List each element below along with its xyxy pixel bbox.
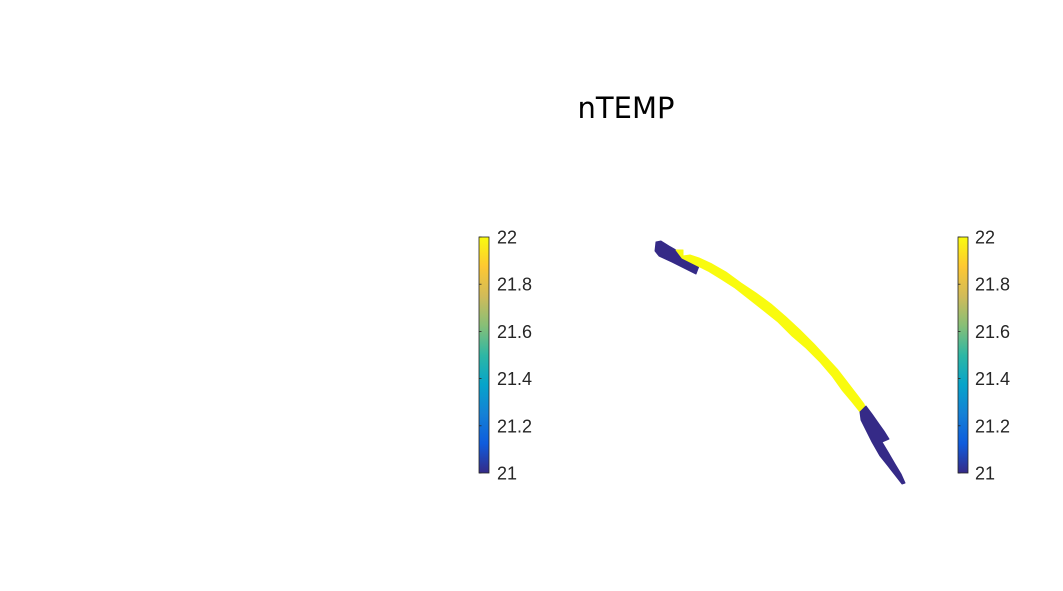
colorbar-left-tick-label: 21 — [497, 464, 517, 484]
colorbar-right-tick-label: 22 — [975, 228, 995, 248]
chart-title: nTEMP — [577, 91, 675, 125]
colorbar-right-ticks: 21 21.2 21.4 21.6 21.8 22 — [958, 228, 1010, 484]
segment-central-arc — [675, 249, 867, 413]
colorbar-left: 21 21.2 21.4 21.6 21.8 22 — [478, 228, 532, 484]
track-plot — [654, 240, 906, 485]
colorbar-left-tick-label: 21.8 — [497, 275, 532, 295]
colorbar-left-tick-label: 22 — [497, 228, 517, 248]
colorbar-left-tick-label: 21.2 — [497, 416, 532, 436]
segment-southeast-tail — [859, 405, 906, 485]
colorbar-right-tick-label: 21 — [975, 464, 995, 484]
colorbar-left-tick-label: 21.6 — [497, 322, 532, 342]
colorbar-right-tick-label: 21.8 — [975, 275, 1010, 295]
colorbar-right-tick-label: 21.4 — [975, 369, 1010, 389]
colorbar-right-tick-label: 21.6 — [975, 322, 1010, 342]
colorbar-left-bar — [478, 236, 490, 474]
colorbar-left-ticks: 21 21.2 21.4 21.6 21.8 22 — [479, 228, 532, 484]
colorbar-right-tick-label: 21.2 — [975, 416, 1010, 436]
colorbar-right-bar — [957, 236, 969, 474]
colorbar-left-tick-label: 21.4 — [497, 369, 532, 389]
colorbar-right: 21 21.2 21.4 21.6 21.8 22 — [957, 228, 1010, 484]
